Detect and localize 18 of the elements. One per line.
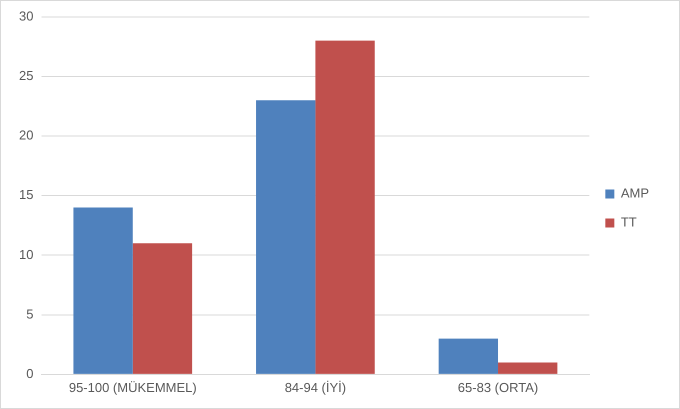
y-tick-label: 20 <box>18 128 34 143</box>
y-tick-label: 10 <box>18 246 34 262</box>
y-tick-label: 5 <box>26 306 34 322</box>
bar <box>256 100 316 374</box>
x-tick-label: 95-100 (MÜKEMMEL) <box>68 380 197 395</box>
y-tick-label: 30 <box>18 8 34 24</box>
bar <box>73 208 133 374</box>
bar <box>315 40 375 374</box>
legend-label: AMP <box>620 186 649 201</box>
y-tick-label: 0 <box>26 366 34 381</box>
legend-label: TT <box>620 214 637 230</box>
x-tick-label: 84-94 (İYİ) <box>284 380 346 395</box>
bar <box>132 243 192 374</box>
y-tick-label: 15 <box>18 187 34 202</box>
bar <box>438 338 498 374</box>
y-tick-label: 25 <box>18 68 34 83</box>
bar <box>498 362 558 374</box>
x-tick-label: 65-83 (ORTA) <box>458 380 538 395</box>
